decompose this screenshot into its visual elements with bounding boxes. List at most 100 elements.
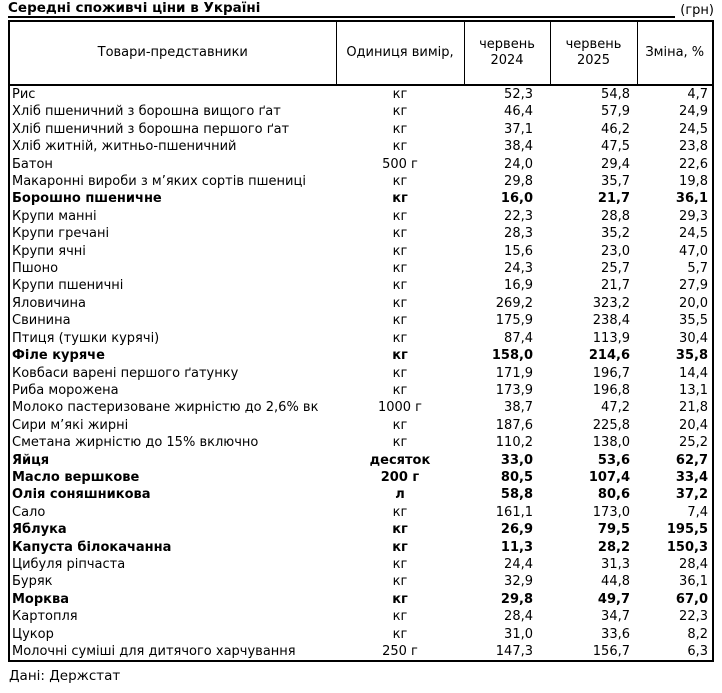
table-row: Філе куряче кг 158,0 214,6 35,8 (9, 347, 713, 364)
cell-product-name: Картопля (12, 609, 78, 625)
cell-price-2025: 57,9 (601, 104, 630, 120)
table-row: Батон 500 г 24,0 29,4 22,6 (9, 156, 713, 173)
table-row: Крупи пшеничні кг 16,9 21,7 27,9 (9, 277, 713, 294)
cell-price-2025: 23,0 (601, 243, 630, 259)
page-title: Середні споживчі ціни в Україні (8, 1, 676, 18)
cell-price-2025: 33,6 (601, 626, 630, 642)
cell-unit: кг (392, 556, 408, 572)
cell-product-name: Яловичина (12, 295, 87, 311)
cell-price-2024: 29,8 (504, 174, 533, 190)
cell-product-name: Крупи ячні (12, 243, 86, 259)
cell-product-name: Птиця (тушки курячі) (12, 330, 160, 346)
cell-change-percent: 195,5 (666, 522, 708, 538)
cell-unit: кг (392, 330, 408, 346)
cell-unit: кг (392, 226, 408, 242)
header-products: Товари-представники (8, 20, 337, 86)
source-note: Дані: Держстат (9, 668, 121, 685)
cell-unit: 1000 г (377, 400, 423, 416)
cell-price-2024: 187,6 (495, 417, 533, 433)
cell-price-2024: 110,2 (495, 435, 533, 451)
cell-unit: кг (392, 382, 408, 398)
cell-change-percent: 35,8 (675, 348, 708, 364)
table-row: Макаронні вироби з м’яких сортів пшениці… (9, 173, 713, 190)
table-row: Сири м’які жирні кг 187,6 225,8 20,4 (9, 417, 713, 434)
cell-unit: кг (392, 504, 408, 520)
cell-price-2025: 35,2 (601, 226, 630, 242)
cell-product-name: Крупи пшеничні (12, 278, 124, 294)
header-june-2024: червень 2024 (463, 20, 551, 86)
cell-unit: кг (392, 591, 408, 607)
cell-product-name: Олія соняшникова (12, 487, 151, 503)
cell-change-percent: 35,5 (679, 313, 708, 329)
cell-price-2025: 214,6 (588, 348, 630, 364)
cell-unit: кг (392, 87, 408, 102)
cell-product-name: Крупи манні (12, 208, 97, 224)
cell-product-name: Рис (12, 87, 36, 102)
cell-price-2024: 173,9 (495, 382, 533, 398)
cell-price-2025: 29,4 (601, 156, 630, 172)
cell-unit: л (395, 487, 405, 503)
cell-unit: кг (392, 313, 408, 329)
cell-price-2025: 21,7 (597, 191, 630, 207)
table-row: Сало кг 161,1 173,0 7,4 (9, 504, 713, 521)
cell-price-2024: 24,4 (504, 556, 533, 572)
cell-change-percent: 36,1 (679, 574, 708, 590)
table-row: Масло вершкове 200 г 80,5 107,4 33,4 (9, 469, 713, 486)
cell-change-percent: 47,0 (679, 243, 708, 259)
table-row: Хліб пшеничний з борошна першого ґат кг 37… (9, 121, 713, 138)
cell-product-name: Цибуля ріпчаста (12, 556, 126, 572)
cell-change-percent: 67,0 (675, 591, 708, 607)
cell-change-percent: 13,1 (679, 382, 708, 398)
cell-price-2024: 175,9 (495, 313, 533, 329)
cell-unit: кг (392, 522, 408, 538)
cell-price-2025: 323,2 (592, 295, 630, 311)
cell-change-percent: 30,4 (679, 330, 708, 346)
table-row: Яловичина кг 269,2 323,2 20,0 (9, 295, 713, 312)
cell-price-2025: 54,8 (601, 87, 630, 102)
cell-price-2024: 46,4 (504, 104, 533, 120)
table-row: Буряк кг 32,9 44,8 36,1 (9, 573, 713, 590)
table-row: Свинина кг 175,9 238,4 35,5 (9, 312, 713, 329)
table-row: Сметана жирністю до 15% включно кг 110,2 13… (9, 434, 713, 451)
cell-price-2025: 138,0 (592, 435, 630, 451)
cell-unit: кг (392, 243, 408, 259)
table-row: Цибуля ріпчаста кг 24,4 31,3 28,4 (9, 556, 713, 573)
table-row: Рис кг 52,3 54,8 4,7 (9, 85, 713, 103)
cell-price-2024: 16,9 (504, 278, 533, 294)
cell-price-2024: 28,3 (504, 226, 533, 242)
cell-price-2024: 87,4 (504, 330, 533, 346)
cell-change-percent: 19,8 (679, 174, 708, 190)
cell-price-2024: 22,3 (504, 208, 533, 224)
cell-price-2024: 32,9 (504, 574, 533, 590)
cell-change-percent: 22,6 (679, 156, 708, 172)
cell-price-2025: 173,0 (592, 504, 630, 520)
cell-product-name: Капуста білокачанна (12, 539, 172, 555)
cell-change-percent: 22,3 (679, 609, 708, 625)
cell-price-2024: 147,3 (495, 644, 533, 659)
table-row: Борошно пшеничне кг 16,0 21,7 36,1 (9, 190, 713, 207)
cell-change-percent: 37,2 (675, 487, 708, 503)
cell-product-name: Хліб пшеничний з борошна першого ґат (12, 121, 290, 137)
currency-note: (грн) (680, 3, 714, 18)
cell-unit: 250 г (382, 644, 418, 659)
cell-change-percent: 29,3 (679, 208, 708, 224)
cell-unit: кг (392, 365, 408, 381)
table-row: Яблука кг 26,9 79,5 195,5 (9, 521, 713, 538)
cell-change-percent: 8,2 (687, 626, 708, 642)
prices-table: Товари-представники Одиниця вимір, черве… (8, 20, 714, 663)
cell-change-percent: 25,2 (679, 435, 708, 451)
cell-change-percent: 62,7 (675, 452, 708, 468)
cell-price-2024: 33,0 (500, 452, 533, 468)
cell-price-2025: 79,5 (597, 522, 630, 538)
cell-price-2025: 47,2 (601, 400, 630, 416)
header-change: Зміна, % (636, 20, 714, 86)
table-row: Морква кг 29,8 49,7 67,0 (9, 591, 713, 608)
table-row: Крупи манні кг 22,3 28,8 29,3 (9, 208, 713, 225)
cell-change-percent: 24,5 (679, 121, 708, 137)
cell-price-2025: 28,8 (601, 208, 630, 224)
cell-unit: кг (392, 417, 408, 433)
cell-unit: кг (392, 261, 408, 277)
table-row: Олія соняшникова л 58,8 80,6 37,2 (9, 486, 713, 503)
table-row: Крупи ячні кг 15,6 23,0 47,0 (9, 243, 713, 260)
